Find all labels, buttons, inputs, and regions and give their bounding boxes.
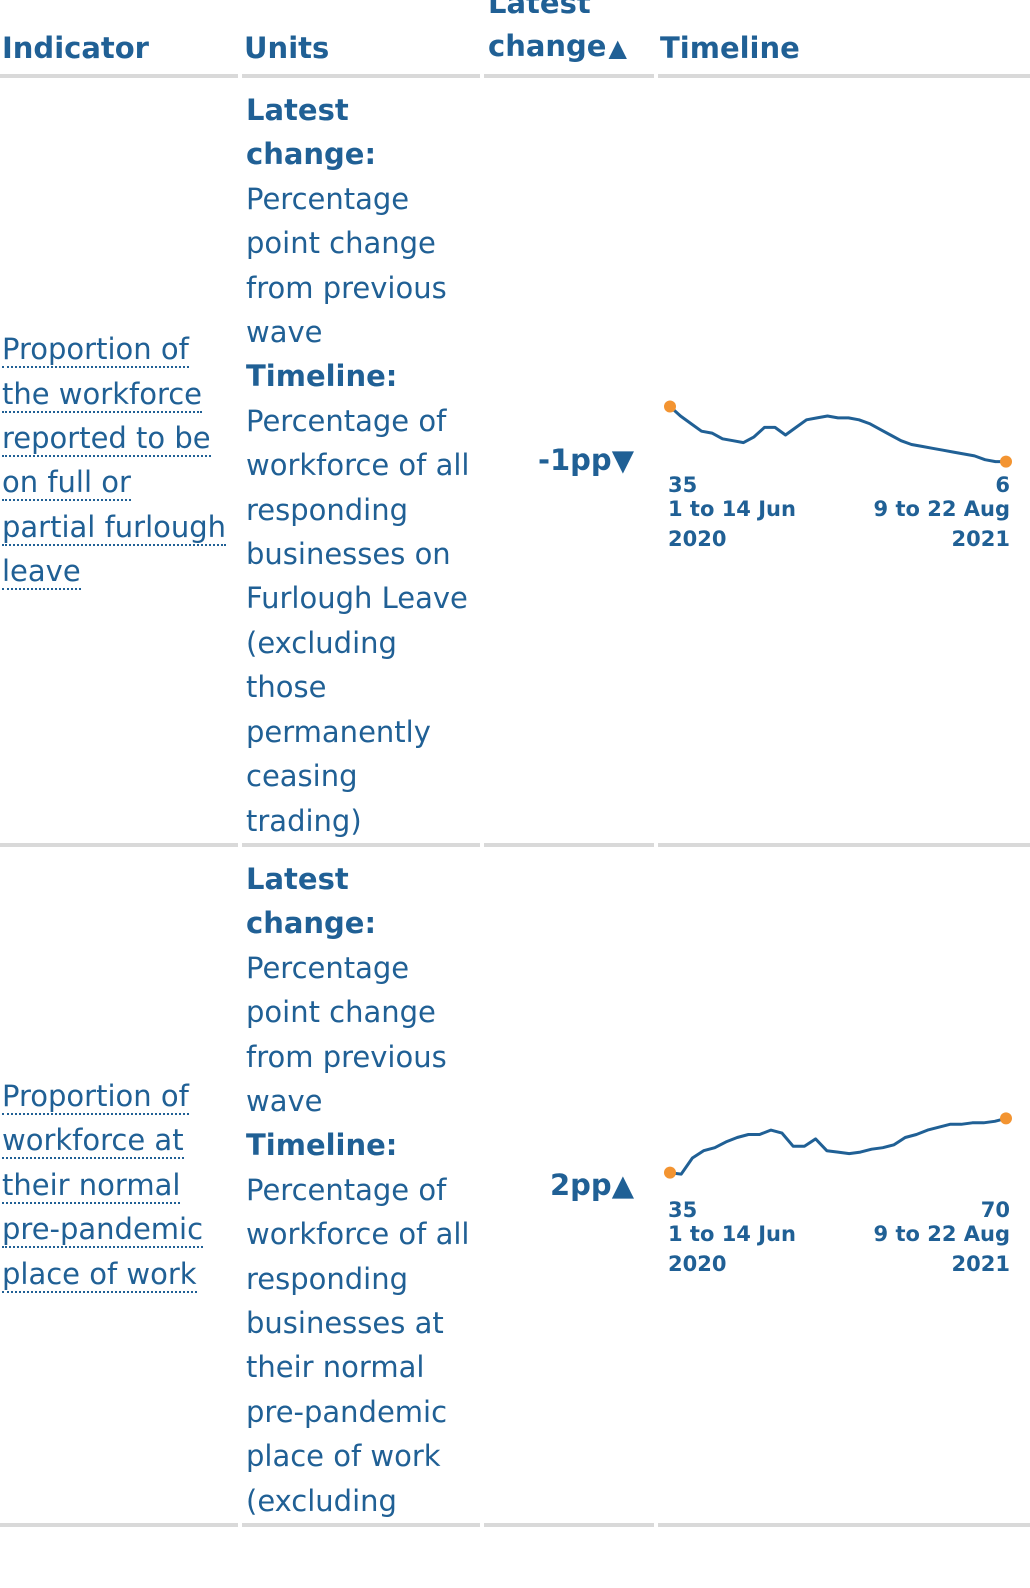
sparkline-svg — [664, 400, 1012, 469]
sparkline-end-point — [1000, 456, 1012, 469]
change-down-icon: ▼ — [611, 443, 634, 478]
latest-change-value: -1pp — [537, 443, 612, 478]
table-header-row: Indicator Units Latest change▲ Timeline — [0, 0, 1030, 78]
units-cell: Latest change: Percentage point change f… — [242, 847, 484, 1527]
units-latest-label: Latest change: — [246, 861, 377, 941]
sparkline-start-point — [664, 400, 676, 413]
change-up-icon: ▲ — [611, 1167, 634, 1202]
latest-change-cell: 2pp▲ — [484, 847, 658, 1527]
sparkline-end-label: 70 9 to 22 Aug 2021 — [874, 1195, 1010, 1279]
indicator-cell: Proportion of the workforce reported to … — [0, 78, 242, 847]
header-indicator[interactable]: Indicator — [0, 0, 242, 78]
header-latest-change-line2: change — [488, 29, 607, 63]
units-latest-text: Percentage point change from previous wa… — [246, 950, 447, 1118]
sparkline-end-period-line2: 2021 — [951, 527, 1010, 552]
units-timeline-label: Timeline: — [246, 359, 398, 394]
latest-change-value: 2pp — [549, 1167, 612, 1202]
header-units-label: Units — [244, 31, 330, 65]
table-row: Proportion of workforce at their normal … — [0, 847, 1030, 1527]
units-timeline-text: Percentage of workforce of all respondin… — [246, 403, 470, 838]
header-indicator-label: Indicator — [2, 31, 149, 65]
units-timeline-label: Timeline: — [246, 1128, 398, 1163]
sparkline-end-period-line1: 9 to 22 Aug — [873, 497, 1010, 522]
sparkline-svg — [664, 1112, 1012, 1179]
table-row: Proportion of the workforce reported to … — [0, 78, 1030, 847]
indicator-link[interactable]: Proportion of the workforce reported to … — [2, 332, 227, 591]
sparkline-start-label: 35 1 to 14 Jun 2020 — [668, 1195, 796, 1279]
sparkline-end-value: 70 — [980, 1197, 1010, 1222]
header-timeline[interactable]: Timeline — [658, 0, 1030, 78]
sparkline-start-value: 35 — [668, 1197, 698, 1222]
header-latest-change-line1: Latest — [488, 0, 591, 20]
header-latest-change[interactable]: Latest change▲ — [484, 0, 658, 78]
sparkline-start-label: 35 1 to 14 Jun 2020 — [668, 470, 796, 554]
header-units[interactable]: Units — [242, 0, 484, 78]
sparkline-start-period-line1: 1 to 14 Jun — [668, 1221, 796, 1246]
sparkline-end-period-line1: 9 to 22 Aug — [873, 1221, 1010, 1246]
sparkline-series-line — [669, 1116, 1007, 1176]
sparkline-chart: 35 1 to 14 Jun 2020 70 9 to 22 Aug 2021 — [658, 1100, 1030, 1276]
timeline-cell: 35 1 to 14 Jun 2020 6 9 to 22 Aug 2021 — [658, 78, 1030, 847]
sparkline-start-value: 35 — [668, 473, 698, 498]
sort-ascending-icon[interactable]: ▲ — [608, 34, 627, 62]
units-latest-label: Latest change: — [246, 93, 377, 172]
sparkline-start-point — [664, 1166, 676, 1179]
units-timeline-text: Percentage of workforce of all respondin… — [246, 1172, 470, 1518]
units-cell: Latest change: Percentage point change f… — [242, 78, 484, 847]
sparkline-start-period-line2: 2020 — [668, 527, 727, 552]
latest-change-cell: -1pp▼ — [484, 78, 658, 847]
sparkline-start-period-line2: 2020 — [668, 1251, 727, 1276]
sparkline-start-period-line1: 1 to 14 Jun — [668, 497, 796, 522]
units-latest-text: Percentage point change from previous wa… — [246, 181, 447, 350]
sparkline-end-label: 6 9 to 22 Aug 2021 — [874, 470, 1010, 554]
sparkline-end-period-line2: 2021 — [951, 1251, 1010, 1276]
header-timeline-label: Timeline — [660, 31, 800, 65]
indicator-link[interactable]: Proportion of workforce at their normal … — [2, 1078, 204, 1293]
sparkline-end-point — [1000, 1112, 1012, 1125]
sparkline-chart: 35 1 to 14 Jun 2020 6 9 to 22 Aug 2021 — [658, 375, 1030, 551]
indicator-cell: Proportion of workforce at their normal … — [0, 847, 242, 1527]
sparkline-end-value: 6 — [995, 473, 1010, 498]
indicator-table: Indicator Units Latest change▲ Timeline — [0, 0, 1030, 1527]
sparkline-series-line — [668, 405, 1006, 464]
timeline-cell: 35 1 to 14 Jun 2020 70 9 to 22 Aug 2021 — [658, 847, 1030, 1527]
